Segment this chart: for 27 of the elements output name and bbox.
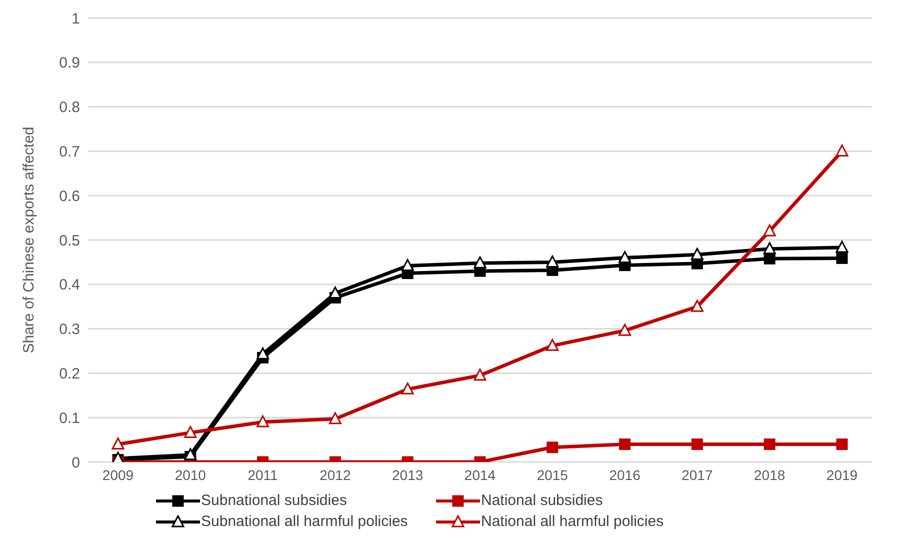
y-tick-label: 0.5 [59, 232, 80, 250]
legend-label: National all harmful policies [481, 513, 664, 530]
x-tick-label: 2018 [754, 466, 786, 483]
x-tick-label: 2013 [392, 466, 424, 483]
y-tick-label: 1 [72, 10, 80, 28]
x-tick-label: 2016 [609, 466, 641, 483]
y-tick-label: 0.6 [59, 188, 80, 205]
y-tick-label: 0.8 [59, 99, 80, 116]
y-tick-label: 0.7 [59, 144, 80, 161]
y-axis-title: Share of Chinese exports affected [20, 126, 38, 354]
x-tick-label: 2009 [102, 466, 134, 483]
y-tick-label: 0.9 [59, 54, 80, 72]
legend-label: Subnational all harmful policies [201, 513, 408, 530]
x-tick-label: 2019 [826, 466, 858, 483]
y-tick-label: 0.4 [59, 276, 80, 294]
x-tick-label: 2014 [464, 466, 496, 483]
x-tick-label: 2017 [682, 466, 713, 483]
y-tick-label: 0 [72, 454, 80, 472]
y-tick-label: 0.1 [59, 410, 80, 427]
legend-label: National subsidies [481, 492, 603, 509]
y-tick-label: 0.2 [59, 366, 80, 383]
y-tick-label: 0.3 [59, 321, 80, 338]
legend-label: Subnational subsidies [201, 492, 347, 509]
x-tick-label: 2015 [536, 466, 568, 483]
x-tick-label: 2011 [248, 466, 278, 483]
x-tick-label: 2010 [174, 466, 206, 483]
x-tick-label: 2012 [320, 466, 351, 483]
